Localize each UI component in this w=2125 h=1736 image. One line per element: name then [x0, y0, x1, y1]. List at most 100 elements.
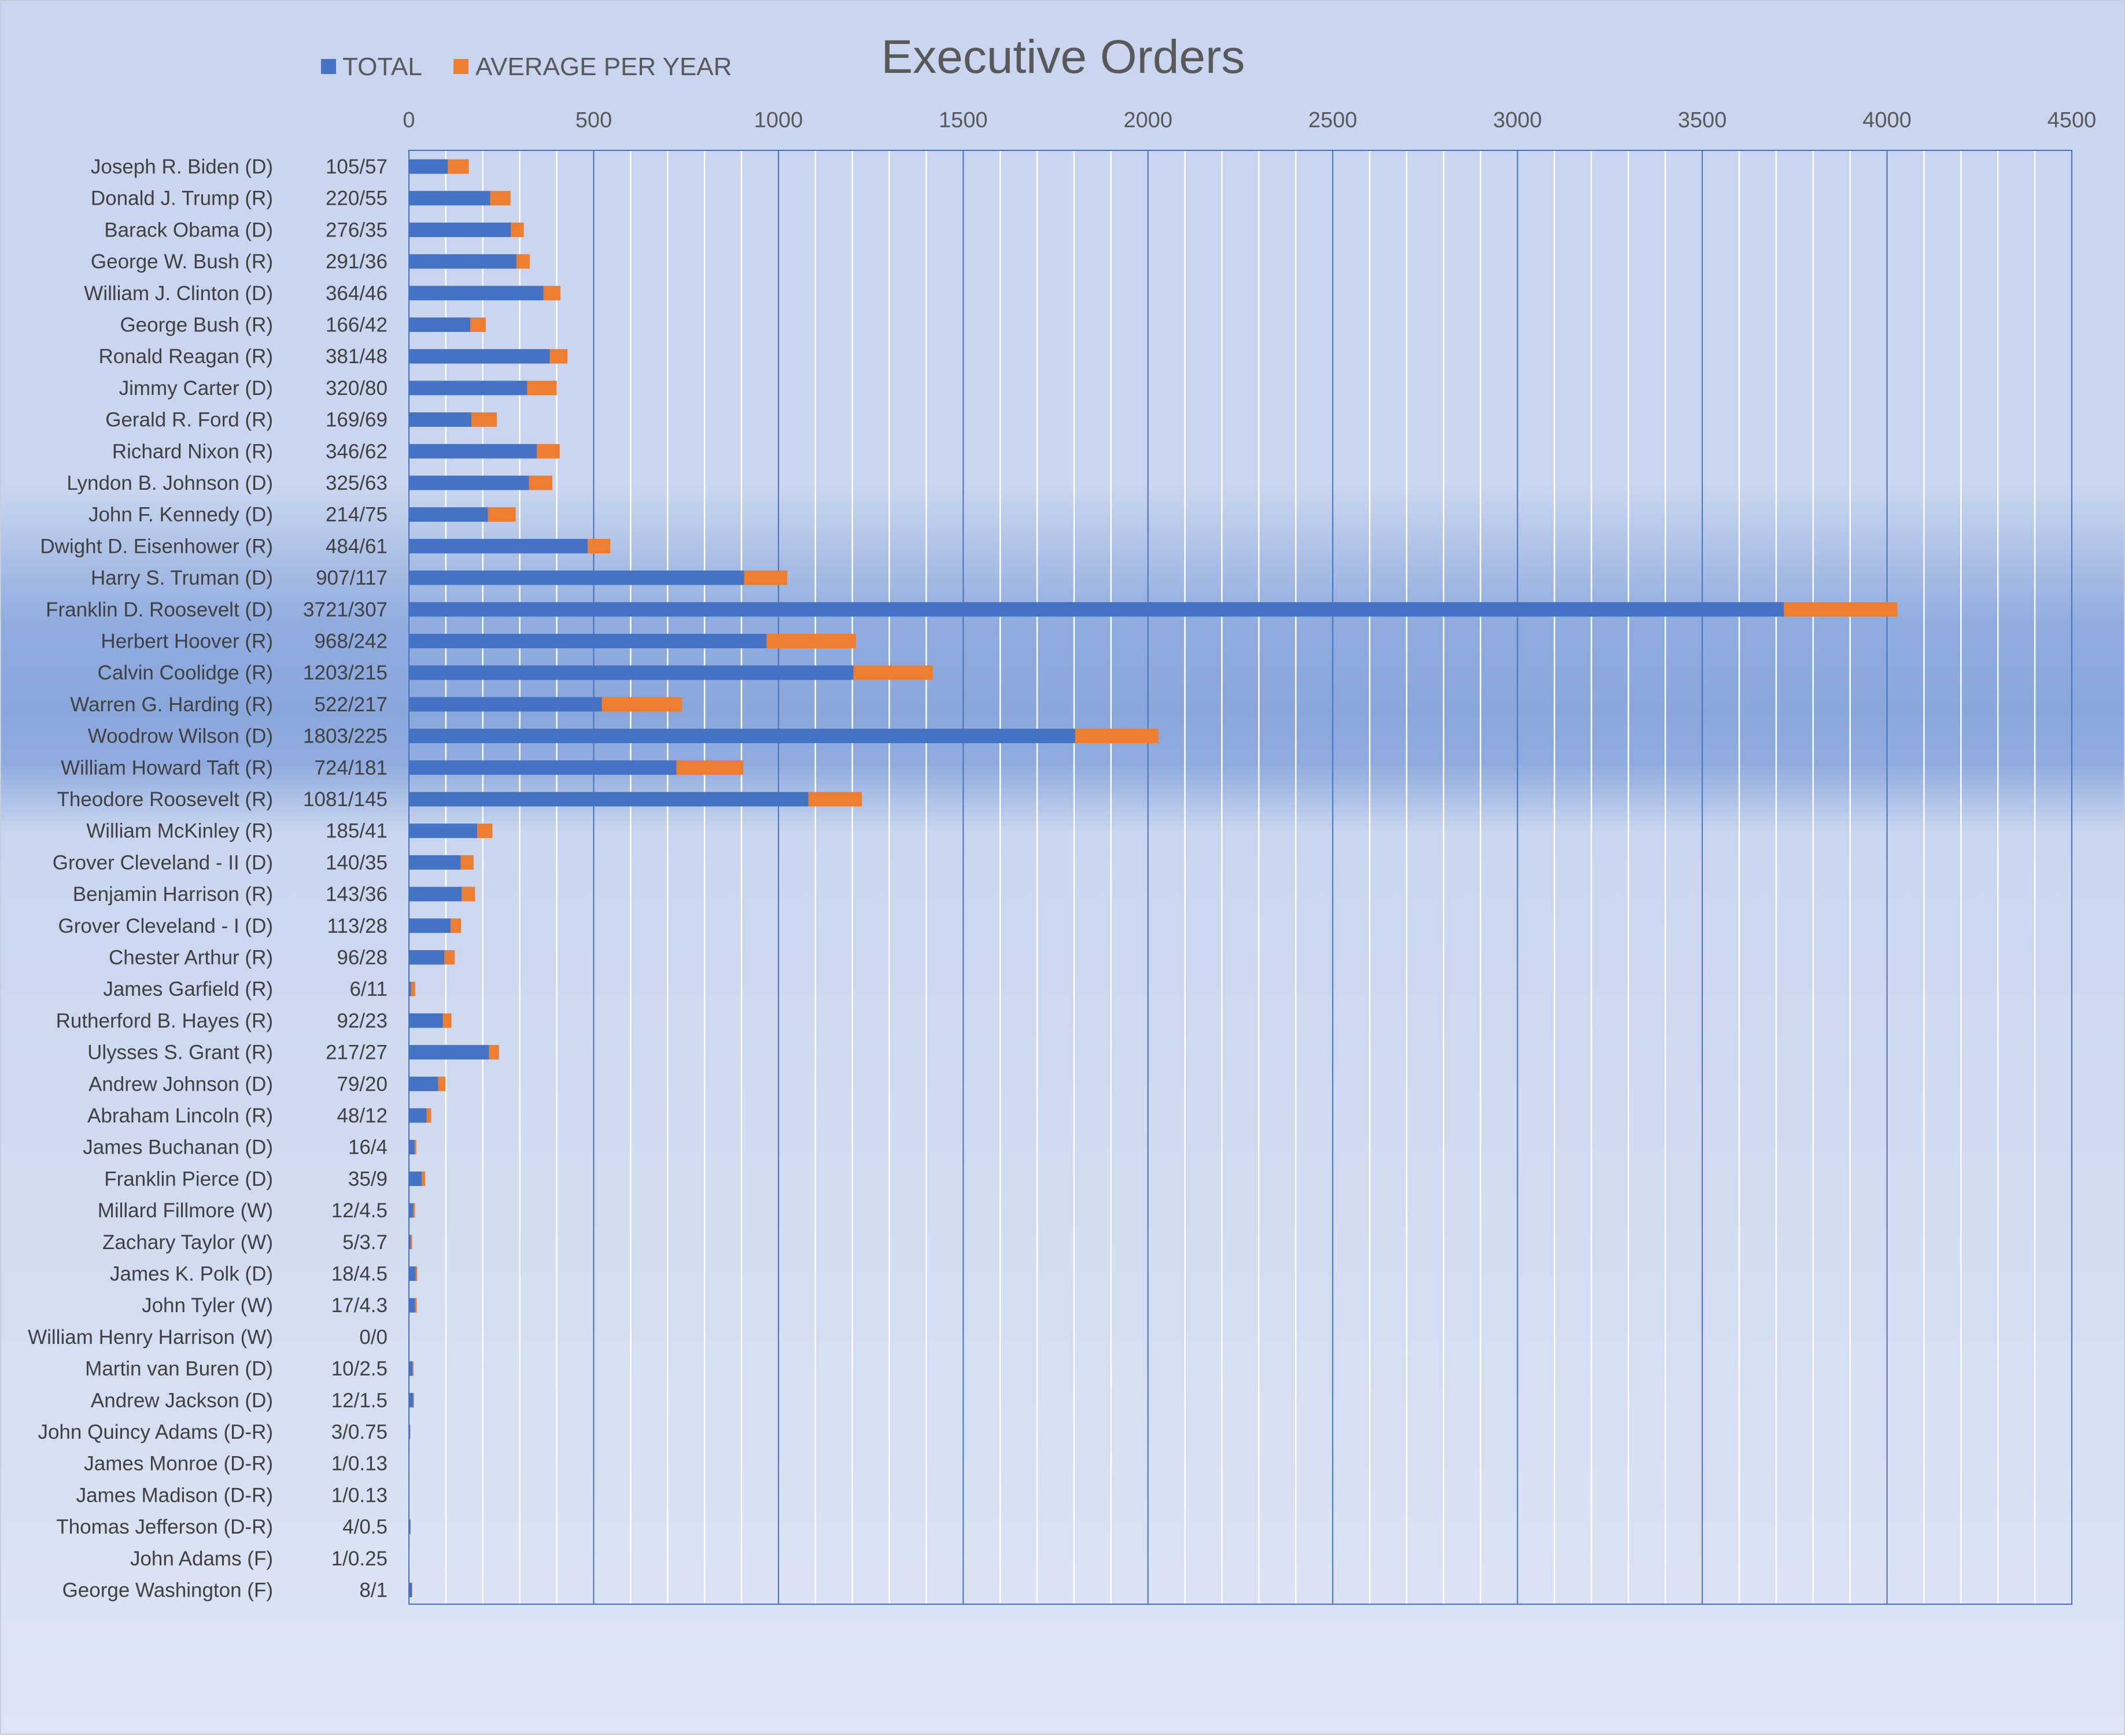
- ratio-label: 96/28: [337, 947, 388, 969]
- bar-average: [415, 1298, 417, 1313]
- category-label: Calvin Coolidge (R): [98, 662, 273, 684]
- ratio-label: 6/11: [349, 978, 388, 1000]
- category-label: Benjamin Harrison (R): [73, 883, 273, 906]
- ratio-label: 4/0.5: [342, 1516, 388, 1538]
- ratio-label: 92/23: [337, 1010, 388, 1032]
- ratio-label: 3/0.75: [331, 1421, 388, 1443]
- bar-total: [409, 444, 537, 459]
- category-label: Thomas Jefferson (D-R): [56, 1516, 273, 1538]
- bar-total: [409, 1109, 427, 1123]
- ratio-label: 1081/145: [303, 788, 388, 811]
- bar-average: [854, 666, 933, 680]
- bar-average: [470, 317, 486, 332]
- bar-total: [409, 381, 527, 395]
- bar-total: [409, 792, 809, 807]
- ratio-label: 113/28: [327, 915, 388, 937]
- category-label: Zachary Taylor (W): [102, 1231, 273, 1254]
- bar-total: [409, 191, 490, 205]
- category-labels: Joseph R. Biden (D)Donald J. Trump (R)Ba…: [28, 156, 273, 1602]
- category-label: Millard Fillmore (W): [98, 1199, 273, 1222]
- bar-total: [409, 887, 462, 902]
- category-label: William McKinley (R): [86, 820, 273, 843]
- category-label: Chester Arthur (R): [109, 947, 273, 969]
- bar-average: [766, 634, 856, 648]
- ratio-label: 325/63: [326, 472, 388, 494]
- x-tick-label: 4500: [2047, 108, 2097, 132]
- bar-average: [444, 950, 455, 965]
- category-label: James Madison (D-R): [76, 1484, 273, 1506]
- ratio-label: 484/61: [326, 535, 388, 557]
- plot-area-border: [409, 150, 2072, 1604]
- ratio-label: 169/69: [326, 409, 388, 431]
- category-label: Ulysses S. Grant (R): [87, 1041, 273, 1064]
- bar-total: [409, 160, 448, 174]
- category-label: Barack Obama (D): [104, 219, 273, 241]
- bar-average: [460, 855, 473, 870]
- category-label: John F. Kennedy (D): [88, 504, 273, 526]
- category-label: James Buchanan (D): [83, 1136, 273, 1159]
- category-label: Richard Nixon (R): [112, 440, 273, 463]
- x-tick-label: 500: [575, 108, 612, 132]
- bar-total: [409, 349, 549, 364]
- bar-average: [537, 444, 560, 459]
- ratio-label: 185/41: [326, 820, 388, 843]
- ratio-label: 18/4.5: [331, 1263, 388, 1286]
- bar-total: [409, 1393, 414, 1408]
- bar-average: [588, 539, 610, 553]
- category-label: Martin van Buren (D): [85, 1358, 273, 1380]
- category-label: Donald J. Trump (R): [91, 187, 273, 210]
- bar-average: [1075, 729, 1159, 743]
- ratio-label: 8/1: [359, 1579, 388, 1602]
- category-label: Franklin D. Roosevelt (D): [46, 599, 273, 621]
- ratio-label: 3721/307: [303, 599, 388, 621]
- x-tick-label: 4000: [1862, 108, 1912, 132]
- bar-average: [462, 887, 475, 902]
- ratio-label: 1203/215: [303, 662, 388, 684]
- bar-average: [411, 982, 415, 996]
- ratio-label: 12/1.5: [331, 1389, 388, 1412]
- category-label: James Monroe (D-R): [84, 1453, 273, 1475]
- bar-total: [409, 476, 529, 490]
- bar-total: [409, 1425, 410, 1439]
- bar-average: [602, 697, 682, 711]
- category-label: Rutherford B. Hayes (R): [56, 1010, 273, 1032]
- bar-total: [409, 1583, 412, 1597]
- bar-total: [409, 412, 471, 427]
- bar-average: [489, 1045, 499, 1059]
- bar-average: [517, 254, 530, 269]
- bar-total: [409, 507, 488, 522]
- category-label: Harry S. Truman (D): [91, 567, 273, 589]
- category-label: James Garfield (R): [103, 978, 273, 1000]
- bar-total: [409, 918, 451, 933]
- bar-average: [809, 792, 862, 807]
- x-tick-label: 1000: [754, 108, 803, 132]
- bar-total: [409, 602, 1784, 616]
- bar-total: [409, 1361, 412, 1376]
- ratio-label: 35/9: [348, 1168, 388, 1190]
- bar-total: [409, 1235, 411, 1249]
- bar-total: [409, 1013, 443, 1028]
- ratio-label: 907/117: [316, 567, 388, 589]
- bar-total: [409, 1172, 422, 1186]
- category-label: John Tyler (W): [142, 1294, 273, 1317]
- bar-average: [443, 1013, 452, 1028]
- category-label: Lyndon B. Johnson (D): [67, 472, 273, 494]
- ratio-label: 16/4: [348, 1136, 388, 1159]
- ratio-label: 1/0.13: [331, 1484, 388, 1506]
- category-label: George Bush (R): [120, 314, 273, 337]
- ratio-label: 5/3.7: [342, 1231, 388, 1254]
- ratio-label: 522/217: [314, 693, 388, 716]
- category-label: Franklin Pierce (D): [104, 1168, 273, 1190]
- bar-total: [409, 855, 460, 870]
- ratio-label: 140/35: [326, 851, 388, 874]
- x-tick-label: 3000: [1493, 108, 1542, 132]
- gridlines: [409, 150, 2072, 1604]
- bar-average: [412, 1361, 414, 1376]
- bar-total: [409, 1077, 438, 1091]
- bar-average: [488, 507, 516, 522]
- ratio-label: 346/62: [326, 440, 388, 463]
- bar-total: [409, 666, 854, 680]
- bar-average: [544, 286, 560, 300]
- ratio-label: 291/36: [326, 250, 388, 273]
